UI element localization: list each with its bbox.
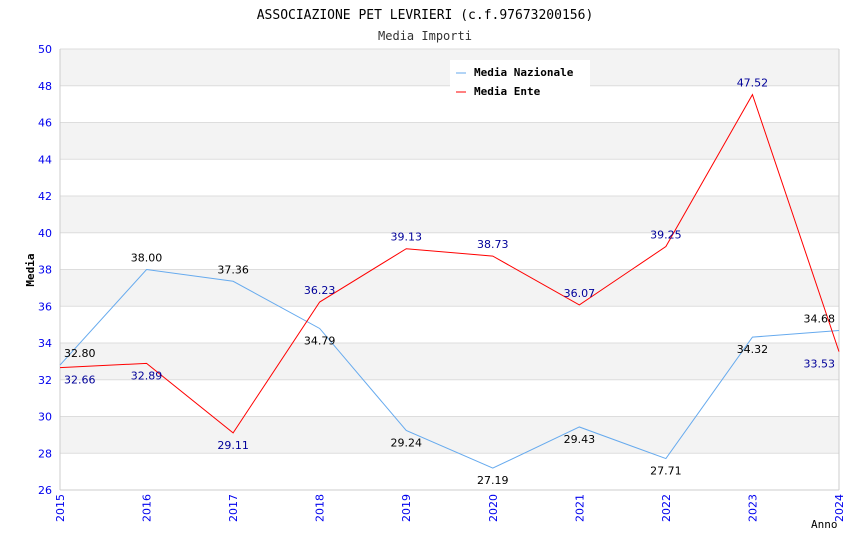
y-tick-label: 46 — [38, 117, 52, 130]
y-tick-label: 32 — [38, 374, 52, 387]
data-label: 29.24 — [390, 436, 422, 449]
x-tick-label: 2015 — [54, 494, 67, 522]
data-label: 37.36 — [217, 263, 249, 276]
y-tick-label: 40 — [38, 227, 52, 240]
chart-subtitle: Media Importi — [378, 29, 472, 43]
x-tick-label: 2021 — [573, 494, 586, 522]
x-axis-label: Anno — [811, 518, 838, 531]
x-tick-label: 2024 — [833, 494, 846, 522]
x-tick-label: 2020 — [487, 494, 500, 522]
data-label: 27.71 — [650, 465, 682, 478]
grid-band — [60, 122, 839, 160]
chart-title: ASSOCIAZIONE PET LEVRIERI (c.f.976732001… — [257, 8, 594, 23]
data-label: 29.11 — [217, 439, 249, 452]
y-tick-label: 26 — [38, 484, 52, 497]
grid-band — [60, 343, 839, 380]
grid-band — [60, 196, 839, 233]
data-label: 36.07 — [564, 287, 596, 300]
data-label: 32.66 — [64, 374, 96, 387]
grid-band — [60, 49, 839, 86]
y-tick-label: 50 — [38, 43, 52, 56]
data-label: 34.79 — [304, 334, 336, 347]
legend-entry: Media Ente — [474, 85, 541, 98]
x-tick-label: 2017 — [227, 494, 240, 522]
data-label: 47.52 — [737, 77, 769, 90]
data-label: 36.23 — [304, 284, 336, 297]
data-label: 29.43 — [564, 433, 596, 446]
data-label: 38.00 — [131, 252, 163, 265]
x-tick-label: 2016 — [141, 494, 154, 522]
legend-entry: Media Nazionale — [474, 66, 574, 79]
data-label: 38.73 — [477, 238, 509, 251]
x-tick-label: 2019 — [400, 494, 413, 522]
y-tick-label: 34 — [38, 337, 52, 350]
y-axis-label: Media — [24, 253, 37, 286]
series-line-nazionale — [59, 268, 840, 469]
data-label: 33.53 — [804, 358, 836, 371]
x-tick-label: 2022 — [660, 494, 673, 522]
y-tick-label: 30 — [38, 411, 52, 424]
data-label: 32.89 — [131, 369, 163, 382]
y-tick-label: 44 — [38, 153, 52, 166]
data-label: 34.68 — [804, 313, 836, 326]
y-tick-label: 42 — [38, 190, 52, 203]
y-tick-label: 36 — [38, 300, 52, 313]
x-tick-label: 2018 — [314, 494, 327, 522]
data-label: 39.13 — [390, 231, 422, 244]
data-label: 27.19 — [477, 474, 509, 487]
y-tick-label: 48 — [38, 80, 52, 93]
grid-band — [60, 269, 839, 307]
series-line-ente — [59, 93, 840, 434]
x-tick-label: 2023 — [746, 494, 759, 522]
legend: Media Nazionale Media Ente — [450, 60, 590, 100]
grid-band — [60, 416, 839, 454]
data-label: 34.32 — [737, 343, 769, 356]
data-label: 39.25 — [650, 229, 682, 242]
data-label: 32.80 — [64, 347, 96, 360]
y-tick-label: 38 — [38, 264, 52, 277]
y-tick-label: 28 — [38, 447, 52, 460]
